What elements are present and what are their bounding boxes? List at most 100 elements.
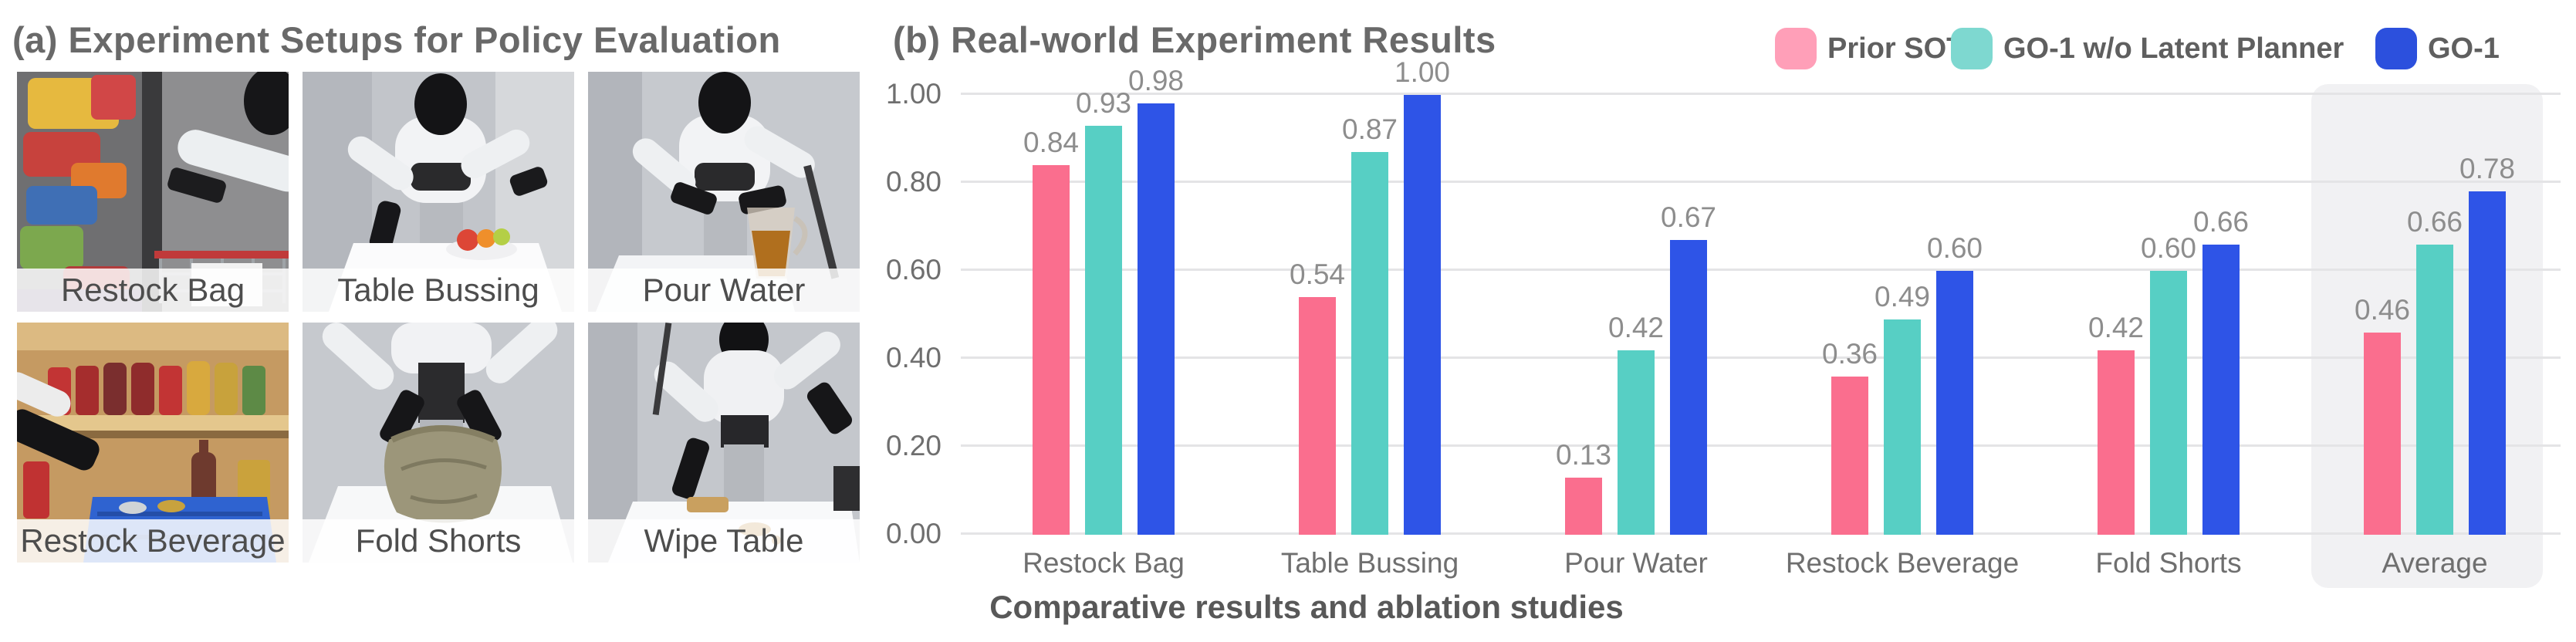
legend-swatch-prior-sota (1775, 28, 1817, 69)
bar-group-pour-water: 0.13 0.42 0.67 Pour Water (1556, 95, 1716, 579)
bar-prior-sota-restock-bag (1033, 165, 1070, 535)
photo-caption-pour-water: Pour Water (588, 269, 860, 312)
bar-go-1-fold-shorts (2202, 244, 2240, 535)
bar-value-label-go-1-w-o-latent-planner-table-bussing: 0.87 (1341, 113, 1398, 146)
bar-slot-go-1-pour-water: 0.67 (1661, 95, 1716, 535)
bar-slot-prior-sota-table-bussing: 0.54 (1290, 95, 1345, 535)
bar-go-1-w-o-latent-planner-restock-bag (1085, 125, 1122, 535)
x-category-label-restock-beverage: Restock Beverage (1785, 547, 2020, 579)
x-category-label-restock-bag: Restock Bag (1023, 547, 1185, 579)
bar-slot-prior-sota-restock-beverage: 0.36 (1822, 95, 1878, 535)
gridline-0.80 (961, 181, 2561, 183)
bar-value-label-go-1-restock-beverage: 0.60 (1926, 232, 1983, 264)
x-category-label-fold-shorts: Fold Shorts (2095, 547, 2242, 579)
bar-prior-sota-average (2364, 332, 2401, 535)
panel-a-title: (a) Experiment Setups for Policy Evaluat… (12, 19, 781, 60)
gridline-0.60 (961, 269, 2561, 271)
experiment-photo-restock-bag: Restock Bag (17, 72, 289, 312)
bar-value-label-prior-sota-restock-bag: 0.84 (1023, 127, 1080, 159)
bar-go-1-restock-bag (1138, 103, 1175, 535)
bar-go-1-restock-beverage (1936, 271, 1973, 535)
bar-go-1-w-o-latent-planner-average (2416, 244, 2453, 535)
experiment-photo-restock-beverage: Restock Beverage (17, 323, 289, 563)
bar-slot-prior-sota-restock-bag: 0.84 (1023, 95, 1079, 535)
legend-label-go1: GO-1 (2428, 32, 2500, 65)
bar-slot-go-1-table-bussing: 1.00 (1394, 56, 1450, 535)
bar-prior-sota-restock-beverage (1831, 376, 1868, 535)
bar-slot-prior-sota-pour-water: 0.13 (1556, 95, 1611, 535)
experiment-photo-wipe-table: Wipe Table (588, 323, 860, 563)
experiment-photo-fold-shorts: Fold Shorts (303, 323, 574, 563)
bar-prior-sota-fold-shorts (2098, 350, 2135, 535)
bar-slot-go-1-w-o-latent-planner-pour-water: 0.42 (1608, 95, 1664, 535)
y-tick-label-0.60: 0.60 (885, 254, 941, 286)
bar-group-average: 0.46 0.66 0.78 Average (2355, 95, 2515, 579)
bar-value-label-prior-sota-average: 0.46 (2354, 293, 2411, 326)
bar-value-label-go-1-w-o-latent-planner-fold-shorts: 0.60 (2140, 232, 2197, 264)
photo-caption-restock-beverage: Restock Beverage (17, 519, 289, 563)
panel-b-title: (b) Real-world Experiment Results (893, 19, 1496, 60)
y-tick-label-1.00: 1.00 (885, 78, 941, 110)
chart-caption: Comparative results and ablation studies (989, 589, 1624, 625)
bar-group-restock-beverage: 0.36 0.49 0.60 Restock Beverage (1786, 95, 2019, 579)
x-category-label-table-bussing: Table Bussing (1280, 547, 1459, 579)
gridline-0.00 (961, 532, 2561, 535)
bar-value-label-go-1-pour-water: 0.67 (1660, 201, 1717, 234)
gridline-1.00 (961, 93, 2561, 95)
legend-item-go1: GO-1 (2375, 28, 2500, 69)
bar-slot-prior-sota-average: 0.46 (2355, 95, 2410, 535)
bar-go-1-w-o-latent-planner-restock-beverage (1884, 319, 1921, 535)
x-category-label-pour-water: Pour Water (1564, 547, 1708, 579)
bar-slot-go-1-restock-bag: 0.98 (1128, 65, 1184, 535)
bar-value-label-go-1-restock-bag: 0.98 (1127, 65, 1185, 97)
bar-value-label-prior-sota-fold-shorts: 0.42 (2088, 311, 2145, 343)
y-tick-label-0.80: 0.80 (885, 166, 941, 198)
photo-caption-wipe-table: Wipe Table (588, 519, 860, 563)
bar-prior-sota-table-bussing (1299, 297, 1336, 535)
bar-value-label-go-1-average: 0.78 (2459, 153, 2516, 185)
bar-group-table-bussing: 0.54 0.87 1.00 Table Bussing (1281, 56, 1459, 579)
photo-caption-restock-bag: Restock Bag (17, 269, 289, 312)
bar-value-label-prior-sota-restock-beverage: 0.36 (1821, 337, 1878, 370)
bar-go-1-w-o-latent-planner-fold-shorts (2150, 271, 2187, 535)
bar-chart-plot-area: 0.00 0.20 0.40 0.60 0.80 1.00 0.84 0.93 0.98 Rest… (886, 56, 2561, 588)
bar-value-label-go-1-fold-shorts: 0.66 (2192, 205, 2250, 238)
bar-go-1-w-o-latent-planner-pour-water (1618, 350, 1655, 535)
bar-value-label-prior-sota-table-bussing: 0.54 (1289, 258, 1346, 291)
bar-go-1-average (2469, 191, 2506, 535)
experiment-photo-table-bussing: Table Bussing (303, 72, 574, 312)
y-tick-label-0.00: 0.00 (885, 518, 941, 549)
y-tick-label-0.20: 0.20 (885, 430, 941, 461)
legend-swatch-go1-wo-latent-planner (1951, 28, 1993, 69)
bar-slot-go-1-average: 0.78 (2459, 95, 2515, 535)
bar-value-label-go-1-w-o-latent-planner-pour-water: 0.42 (1607, 311, 1665, 343)
gridline-0.40 (961, 356, 2561, 359)
bar-slot-prior-sota-fold-shorts: 0.42 (2088, 95, 2144, 535)
gridline-0.20 (961, 444, 2561, 447)
bar-go-1-pour-water (1670, 240, 1707, 535)
bar-slot-go-1-w-o-latent-planner-fold-shorts: 0.60 (2141, 95, 2196, 535)
experiment-photo-pour-water: Pour Water (588, 72, 860, 312)
bar-group-restock-bag: 0.84 0.93 0.98 Restock Bag (1023, 65, 1185, 579)
bar-slot-go-1-w-o-latent-planner-restock-bag: 0.93 (1076, 87, 1131, 535)
bar-group-fold-shorts: 0.42 0.60 0.66 Fold Shorts (2088, 95, 2249, 579)
y-tick-label-0.40: 0.40 (885, 342, 941, 373)
legend-item-go1-wo-latent-planner: GO-1 w/o Latent Planner (1951, 28, 2344, 69)
bar-go-1-table-bussing (1404, 95, 1441, 535)
bar-slot-go-1-w-o-latent-planner-restock-beverage: 0.49 (1875, 95, 1930, 535)
bar-slot-go-1-w-o-latent-planner-table-bussing: 0.87 (1342, 95, 1398, 535)
x-category-label-average: Average (2382, 547, 2488, 579)
restock-bag-photo-illustration (17, 72, 289, 312)
bar-value-label-prior-sota-pour-water: 0.13 (1555, 438, 1612, 471)
bar-value-label-go-1-w-o-latent-planner-restock-beverage: 0.49 (1874, 280, 1931, 313)
photo-caption-fold-shorts: Fold Shorts (303, 519, 574, 563)
legend-label-go1-wo-latent-planner: GO-1 w/o Latent Planner (2003, 32, 2344, 65)
photo-caption-table-bussing: Table Bussing (303, 269, 574, 312)
bar-slot-go-1-fold-shorts: 0.66 (2193, 95, 2249, 535)
legend-swatch-go1 (2375, 28, 2417, 69)
bar-slot-go-1-w-o-latent-planner-average: 0.66 (2407, 95, 2463, 535)
bar-value-label-go-1-table-bussing: 1.00 (1394, 56, 1451, 88)
bar-slot-go-1-restock-beverage: 0.60 (1927, 95, 1983, 535)
bar-value-label-go-1-w-o-latent-planner-restock-bag: 0.93 (1075, 86, 1132, 119)
